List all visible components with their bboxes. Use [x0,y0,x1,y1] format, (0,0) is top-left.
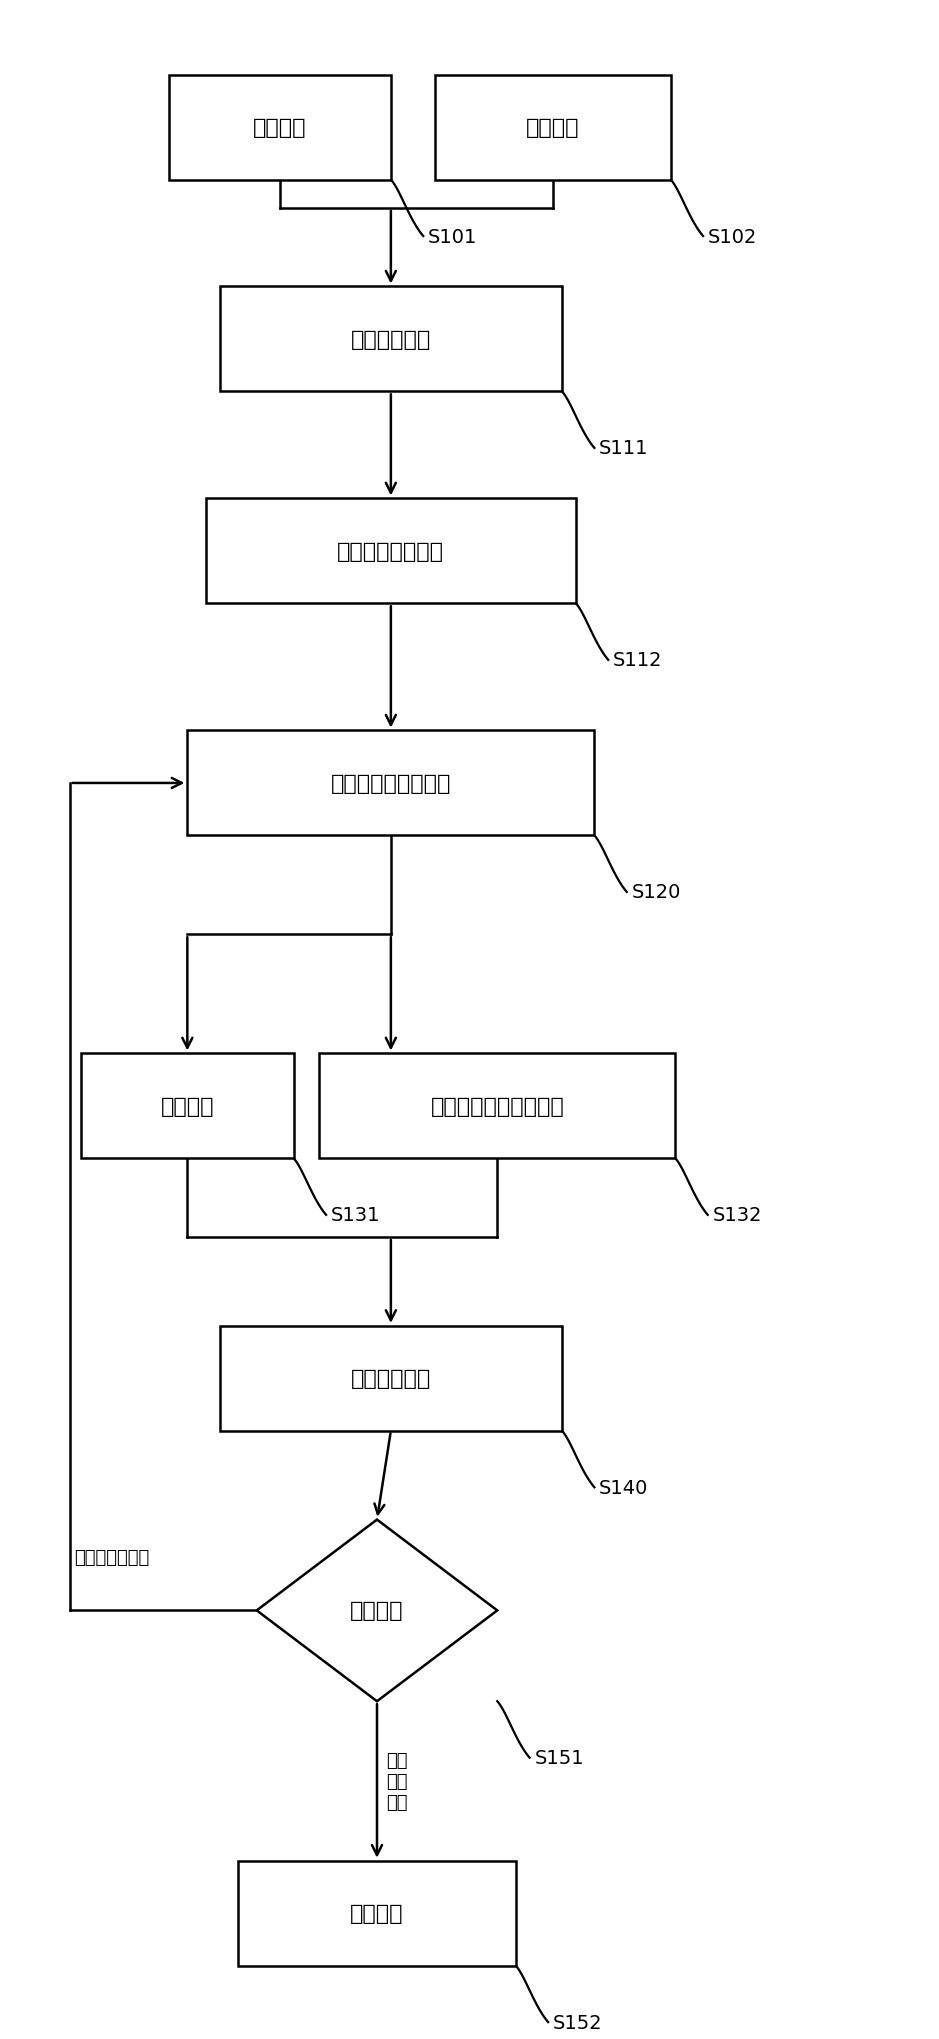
Text: 分析散热: 分析散热 [526,118,579,139]
Text: 建立动态热能方程: 建立动态热能方程 [337,542,444,561]
Text: S132: S132 [713,1205,762,1225]
Text: 计算损耗: 计算损耗 [161,1097,214,1115]
Polygon shape [256,1519,498,1701]
FancyBboxPatch shape [319,1054,675,1158]
Text: 计算内部表面散热热阻: 计算内部表面散热热阻 [430,1097,564,1115]
FancyBboxPatch shape [188,732,594,836]
Text: S152: S152 [553,2012,603,2031]
FancyBboxPatch shape [220,1325,562,1431]
Text: S101: S101 [428,228,477,247]
Text: S151: S151 [534,1747,584,1768]
Text: S131: S131 [331,1205,380,1225]
Text: 温升判定: 温升判定 [350,1601,404,1621]
Text: 计算绕组温升: 计算绕组温升 [351,1368,431,1389]
FancyBboxPatch shape [206,500,576,604]
Text: S140: S140 [599,1478,649,1497]
Text: S120: S120 [631,883,681,901]
FancyBboxPatch shape [220,287,562,391]
Text: 分析热源: 分析热源 [254,118,307,139]
FancyBboxPatch shape [81,1054,294,1158]
FancyBboxPatch shape [169,75,391,179]
Text: S102: S102 [708,228,757,247]
Text: 超过
温升
阈值: 超过 温升 阈值 [386,1752,408,1811]
FancyBboxPatch shape [239,1862,516,1966]
Text: 未超过温升阈值: 未超过温升阈值 [74,1548,149,1566]
Text: 过热保护: 过热保护 [350,1902,404,1923]
Text: S112: S112 [613,650,662,671]
Text: 建立等效热路: 建立等效热路 [351,330,431,351]
Text: 获取电机状态参数值: 获取电机状态参数值 [331,773,451,793]
Text: S111: S111 [599,438,649,459]
FancyBboxPatch shape [435,75,670,179]
